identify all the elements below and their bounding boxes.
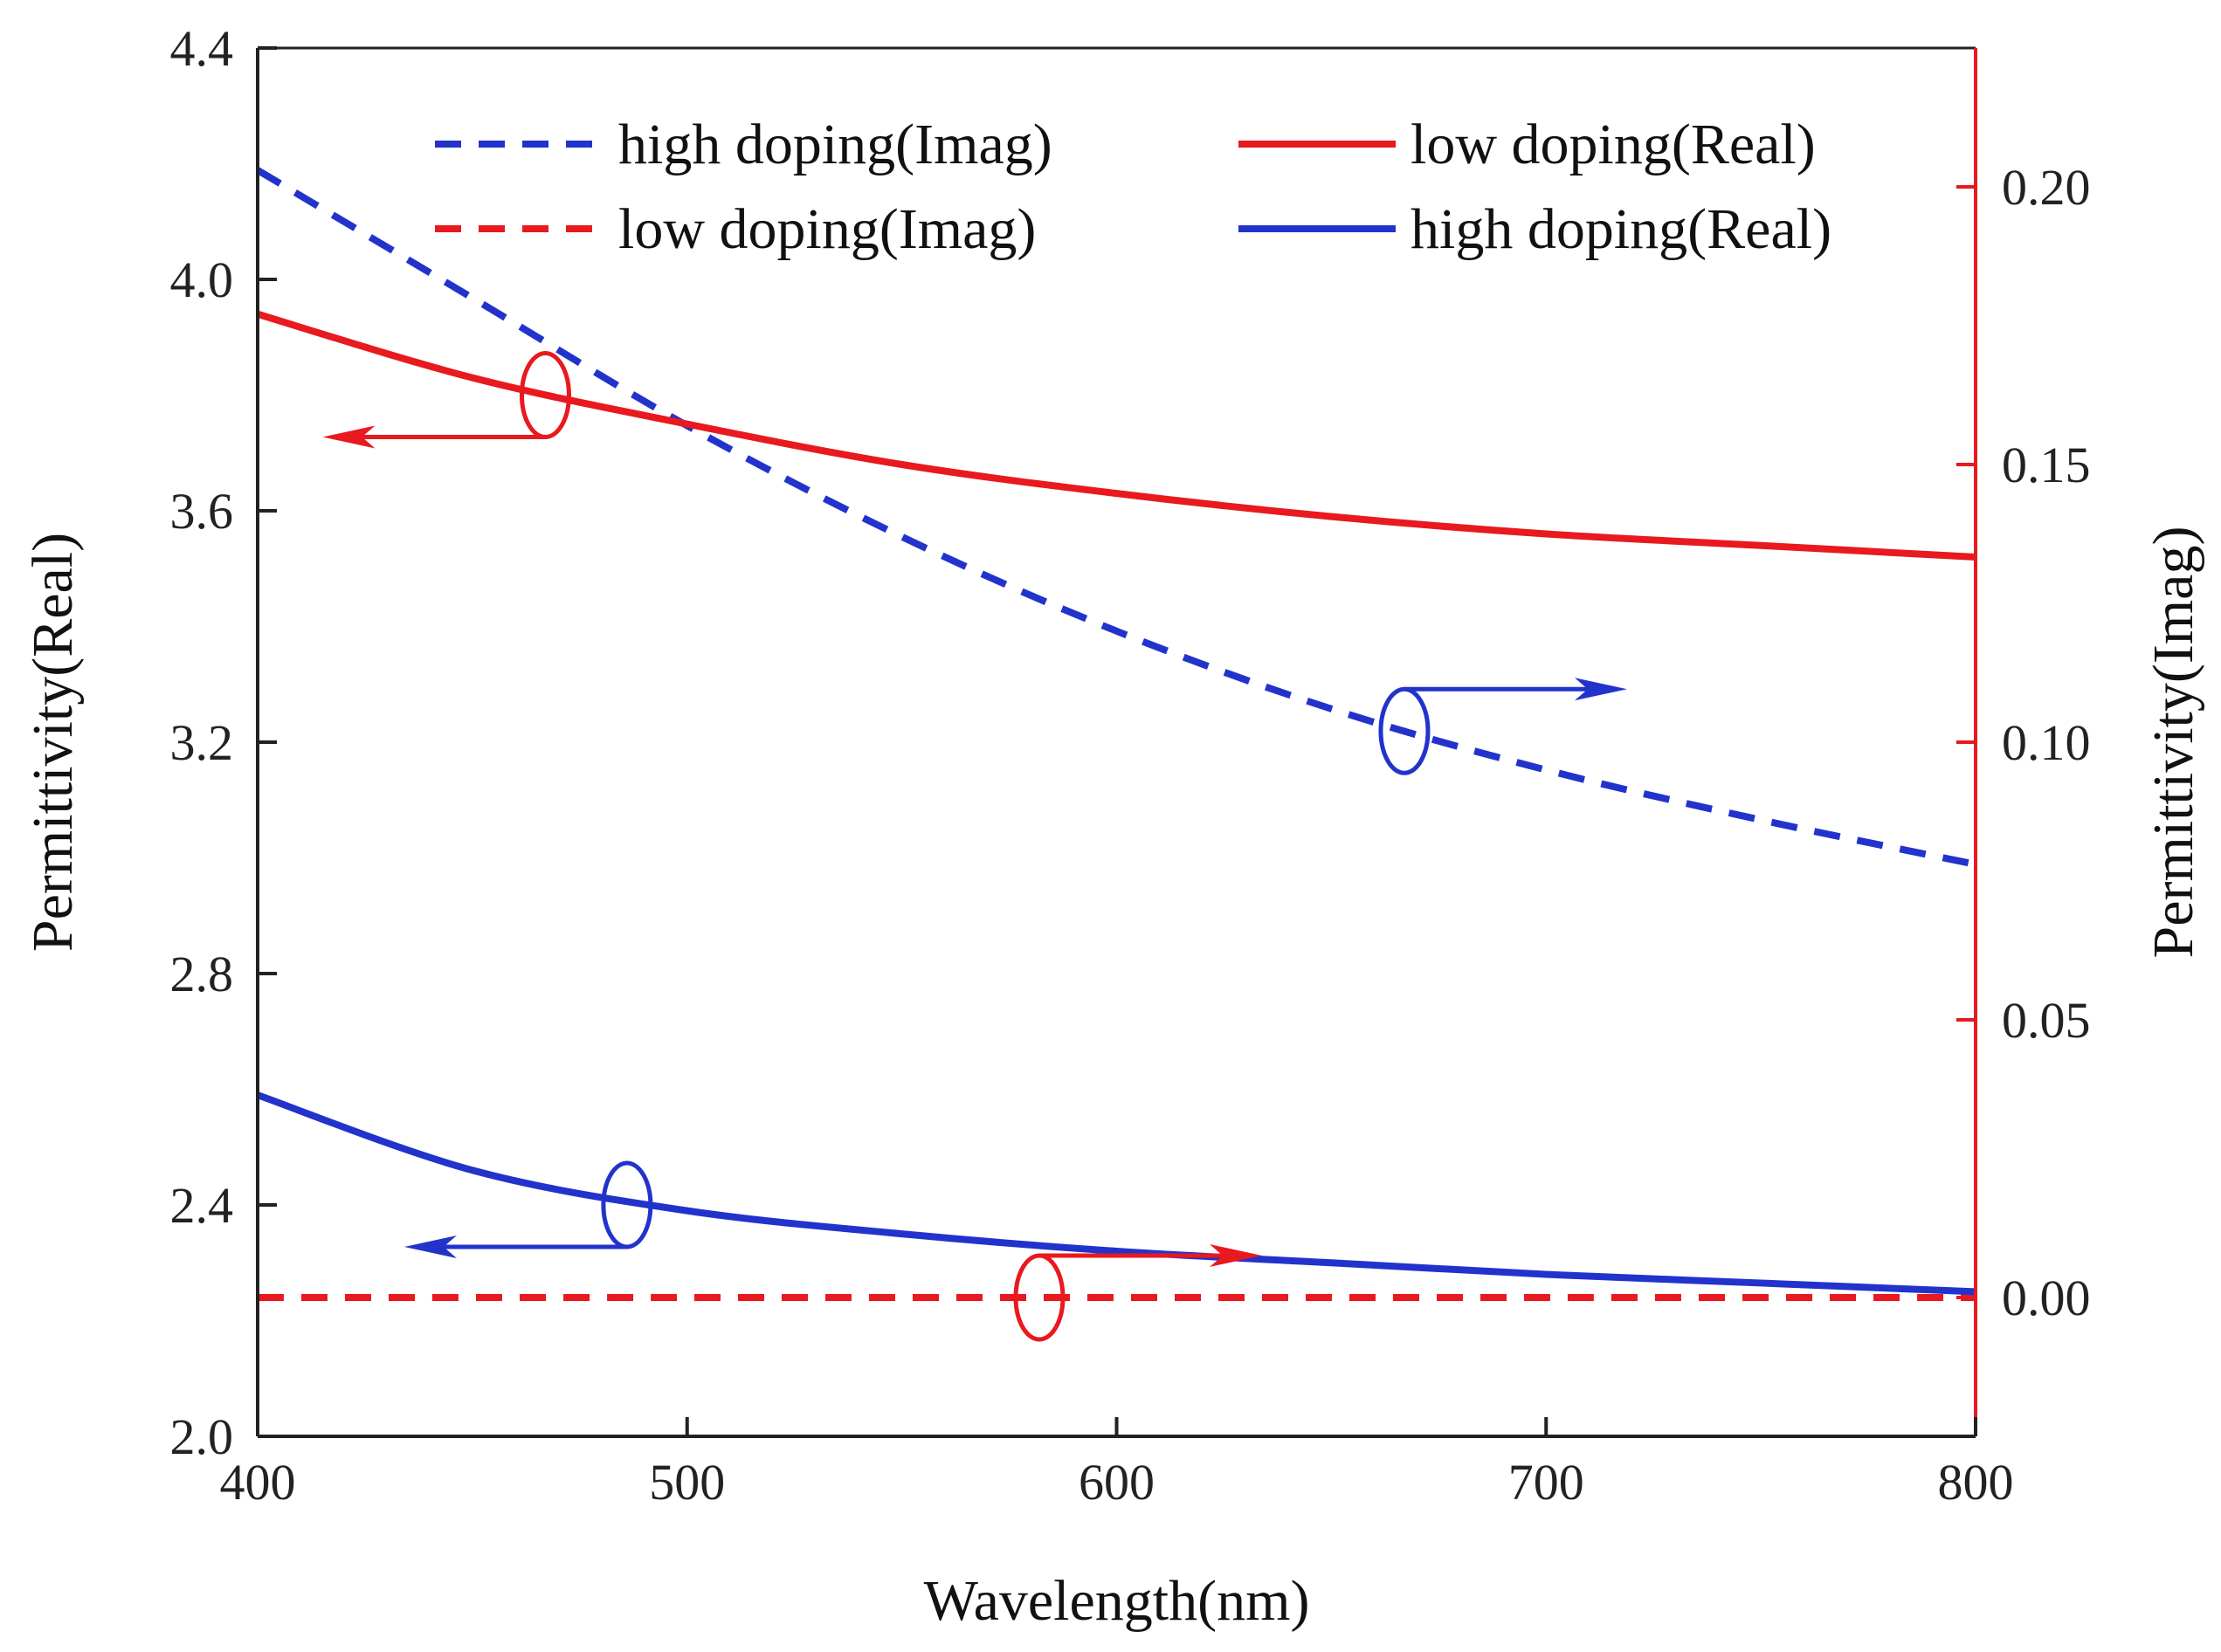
- legend: high doping(Imag) low doping(Imag) low dop…: [435, 113, 1831, 261]
- y-right-tick-label: 0.20: [2002, 159, 2091, 216]
- series-line-high-doping-imag: [255, 167, 1976, 868]
- annotation-arrow-head: [404, 1236, 457, 1258]
- annotation-low-doping-real: [322, 351, 571, 449]
- x-tick-label: 600: [1079, 1454, 1155, 1511]
- legend-entry-high-doping-imag: high doping(Imag): [435, 113, 1052, 176]
- ticks: 400 500 600 700 800 2.0 2.4 2.8 3.2 3.6 4.0 4.4 0.00…: [170, 20, 2091, 1511]
- y-left-tick-label: 4.0: [170, 251, 234, 308]
- y-right-tick-label: 0.15: [2002, 437, 2091, 493]
- annotation-low-doping-imag: [1013, 1244, 1262, 1342]
- y-left-tick-label: 4.4: [170, 20, 234, 77]
- y-right-axis-title: Permittivity(Imag): [2142, 527, 2205, 959]
- y-left-tick-label: 2.8: [170, 946, 234, 1002]
- y-left-tick-label: 3.2: [170, 714, 234, 771]
- series-line-high-doping-real: [256, 1091, 1976, 1296]
- annotation-high-doping-real: [404, 1160, 653, 1258]
- y-right-tick-label: 0.05: [2002, 992, 2091, 1049]
- legend-entry-low-doping-imag: low doping(Imag): [435, 197, 1036, 261]
- legend-label: low doping(Imag): [618, 197, 1036, 261]
- x-tick-label: 500: [649, 1454, 725, 1511]
- x-tick-label: 800: [1938, 1454, 2014, 1511]
- y-left-tick-label: 3.6: [170, 483, 234, 540]
- y-left-tick-label: 2.0: [170, 1408, 234, 1465]
- annotations: [322, 351, 1627, 1342]
- legend-entry-low-doping-real: low doping(Real): [1238, 113, 1816, 176]
- y-left-tick-label: 2.4: [170, 1177, 234, 1234]
- legend-entry-high-doping-real: high doping(Real): [1238, 197, 1831, 261]
- legend-label: high doping(Real): [1411, 197, 1831, 261]
- series-line-low-doping-real: [256, 310, 1976, 561]
- x-tick-label: 400: [220, 1454, 296, 1511]
- annotation-arrow-head: [1574, 678, 1627, 701]
- legend-label: low doping(Real): [1411, 113, 1816, 176]
- y-right-tick-label: 0.00: [2002, 1270, 2091, 1326]
- y-left-axis-title: Permittivity(Real): [21, 533, 85, 952]
- y-right-tick-label: 0.10: [2002, 714, 2091, 771]
- x-tick-label: 700: [1508, 1454, 1584, 1511]
- annotation-high-doping-imag: [1378, 678, 1627, 775]
- legend-label: high doping(Imag): [618, 113, 1052, 176]
- annotation-arrow-head: [322, 425, 376, 449]
- annotation-arrow-head: [1209, 1244, 1262, 1267]
- plot-area: [255, 167, 1976, 1302]
- x-axis-title: Wavelength(nm): [924, 1569, 1310, 1633]
